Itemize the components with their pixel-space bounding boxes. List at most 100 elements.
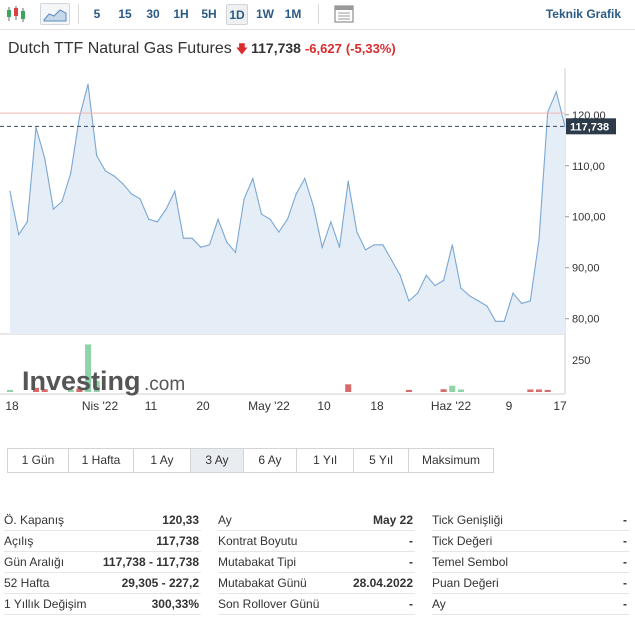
toolbar-divider [318, 4, 319, 24]
timeframe-5h[interactable]: 5H [201, 7, 217, 21]
timeframe-1d[interactable]: 1D [226, 4, 248, 25]
detail-label: Ay [218, 513, 232, 527]
detail-value: - [623, 534, 627, 548]
price-point [555, 91, 557, 93]
x-tick-label: 10 [317, 399, 331, 413]
volume-bar [449, 385, 456, 392]
y-tick-label: 100,00 [572, 212, 606, 224]
detail-row: Ö. Kapanış 120,33 [4, 510, 201, 531]
price-point [538, 239, 540, 241]
price-point [503, 320, 505, 322]
price-point [87, 83, 89, 85]
detail-label: Mutabakat Tipi [218, 555, 297, 569]
instrument-name: Dutch TTF Natural Gas Futures [8, 40, 232, 57]
price-point [243, 198, 245, 200]
timeframe-15[interactable]: 15 [118, 7, 132, 21]
price-point [96, 155, 98, 157]
price-point [174, 190, 176, 192]
price-point [347, 180, 349, 182]
detail-label: 52 Hafta [4, 576, 50, 590]
detail-row: 52 Hafta 29,305 - 227,2 [4, 573, 201, 594]
range-button[interactable]: Maksimum [408, 448, 494, 473]
y-tick-label: 80,00 [572, 314, 600, 326]
price-point [52, 208, 55, 210]
price-point [443, 279, 445, 282]
price-change-percent: (-5,33%) [345, 41, 396, 56]
range-button[interactable]: 1 Yıl [296, 448, 354, 473]
timeframe-5[interactable]: 5 [93, 7, 101, 21]
detail-row: Ay May 22 [218, 510, 415, 531]
candlestick-icon[interactable] [2, 3, 30, 25]
x-tick-label: 11 [145, 399, 158, 413]
timeframe-30[interactable]: 30 [146, 7, 160, 21]
table-icon[interactable] [330, 3, 358, 25]
range-button[interactable]: 1 Gün [7, 448, 69, 473]
price-point [148, 218, 150, 220]
volume-bar [67, 389, 74, 392]
detail-label: Kontrat Boyutu [218, 534, 298, 548]
range-button[interactable]: 6 Ay [243, 448, 297, 473]
detail-value: - [409, 555, 413, 569]
range-button[interactable]: 5 Yıl [353, 448, 409, 473]
detail-value: - [623, 597, 627, 611]
detail-row: Tick Değeri - [432, 531, 629, 552]
price-point [373, 244, 375, 246]
detail-row: Açılış 117,738 [4, 531, 201, 552]
volume-bar [76, 388, 83, 392]
price-point [226, 241, 228, 243]
detail-value: - [623, 576, 627, 590]
detail-row: Kontrat Boyutu - [218, 531, 415, 552]
timeframe-1h[interactable]: 1H [173, 7, 189, 21]
price-point [200, 246, 202, 248]
price-point [130, 193, 132, 195]
price-point [70, 172, 72, 174]
volume-bar [535, 389, 542, 392]
current-price-tag [566, 118, 616, 135]
timeframe-1m[interactable]: 1M [284, 7, 302, 21]
detail-label: Tick Genişliği [432, 513, 503, 527]
price-point [521, 302, 523, 304]
detail-label: Açılış [4, 534, 34, 548]
investing-watermark-logo-suffix: .com [144, 374, 185, 395]
detail-label: Puan Değeri [432, 576, 499, 590]
x-tick-label: May '22 [248, 399, 290, 413]
area-chart-icon[interactable] [40, 3, 70, 25]
down-arrow-icon: 🡇 [235, 42, 249, 56]
detail-row: Gün Aralığı 117,738 - 117,738 [4, 552, 201, 573]
range-button[interactable]: 1 Hafta [68, 448, 134, 473]
range-button[interactable]: 3 Ay [190, 448, 244, 473]
detail-label: Temel Sembol [432, 555, 509, 569]
price-point [425, 274, 427, 276]
detail-value: - [409, 597, 413, 611]
detail-row: 1 Yıllık Değişim 300,33% [4, 594, 201, 615]
range-button[interactable]: 1 Ay [133, 448, 191, 473]
volume-bar [405, 389, 412, 392]
detail-value: - [623, 513, 627, 527]
detail-value: 120,33 [162, 513, 199, 527]
detail-row: Tick Genişliği - [432, 510, 629, 531]
price-point [330, 221, 332, 223]
price-point [295, 193, 297, 195]
price-point [460, 287, 462, 289]
price-point [451, 244, 453, 246]
technical-chart-link[interactable]: Teknik Grafik [545, 7, 621, 21]
x-tick-label: 20 [196, 399, 210, 413]
detail-value: 117,738 [156, 534, 199, 548]
price-point [26, 221, 28, 223]
price-point [122, 183, 124, 185]
volume-bar [345, 384, 352, 392]
timeframe-1w[interactable]: 1W [256, 7, 274, 21]
price-chart[interactable]: 120,00110,00100,0090,0080,00117,738250In… [0, 68, 635, 416]
details-column-2: Ay May 22 Kontrat Boyutu - Mutabakat Tipi - Mu… [218, 510, 415, 615]
volume-bar [33, 387, 40, 392]
detail-row: Temel Sembol - [432, 552, 629, 573]
price-point [278, 231, 280, 233]
price-point [512, 292, 514, 294]
price-area-fill [10, 84, 565, 334]
price-point [364, 249, 367, 251]
volume-bar [7, 389, 13, 392]
volume-axis-label: 250 [572, 355, 590, 367]
price-point [9, 190, 11, 192]
price-point [104, 170, 106, 172]
time-range-selector: 1 Gün 1 Hafta 1 Ay 3 Ay 6 Ay 1 Yıl 5 Yıl Maksim… [7, 448, 494, 473]
